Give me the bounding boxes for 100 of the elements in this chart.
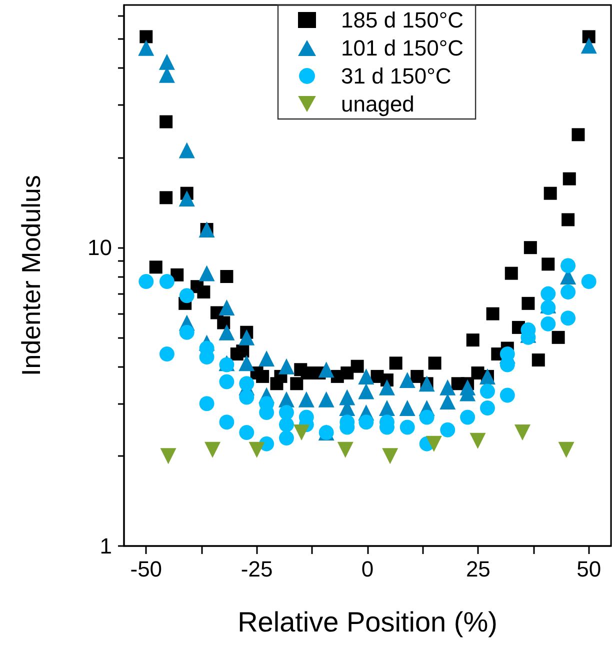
point (318, 362, 334, 378)
legend-label: 185 d 150°C (341, 8, 464, 32)
point (358, 383, 374, 400)
legend-label: 31 d 150°C (341, 64, 452, 88)
point (258, 350, 275, 366)
point (540, 316, 556, 332)
point (358, 368, 374, 384)
point (428, 356, 442, 370)
point (160, 115, 173, 128)
point (460, 410, 476, 425)
y-tick-label: 1 (100, 534, 112, 558)
point (522, 296, 535, 310)
point (159, 274, 174, 289)
point (218, 324, 235, 340)
point (219, 414, 234, 430)
x-tick-label: -25 (240, 556, 273, 582)
point (138, 40, 154, 56)
point (562, 172, 576, 186)
point (178, 142, 195, 158)
point (480, 400, 495, 416)
point (389, 356, 402, 370)
point (278, 405, 294, 420)
point (582, 30, 596, 44)
point (504, 266, 518, 280)
point (278, 417, 294, 432)
point (238, 355, 255, 372)
legend-label: 101 d 150°C (341, 36, 464, 60)
x-tick-label: 25 (466, 556, 490, 582)
point (540, 286, 556, 302)
point (540, 300, 556, 315)
legend-label: unaged (341, 92, 414, 116)
point (466, 334, 480, 347)
point (378, 400, 395, 416)
point (199, 396, 214, 412)
point (179, 324, 194, 340)
point (140, 30, 153, 44)
point (239, 425, 254, 440)
x-tick-label: 50 (576, 556, 602, 582)
point (236, 344, 250, 358)
point (290, 377, 304, 390)
point (500, 388, 515, 403)
point (278, 430, 294, 446)
point (179, 288, 194, 304)
point (218, 299, 235, 316)
point (220, 270, 234, 284)
point (558, 442, 574, 458)
x-tick-label: 0 (361, 556, 374, 582)
point (580, 38, 597, 54)
point (399, 372, 416, 388)
point (178, 190, 195, 207)
point (544, 186, 557, 200)
point (470, 432, 486, 449)
point (239, 376, 254, 392)
point (514, 424, 530, 441)
point (524, 241, 537, 254)
point (560, 310, 576, 326)
point (160, 191, 173, 204)
y-axis-title: Indenter Modulus (16, 175, 46, 376)
point (440, 422, 456, 438)
point (378, 379, 395, 396)
point (581, 274, 596, 289)
point (239, 390, 254, 405)
point (572, 128, 585, 142)
point (149, 260, 162, 274)
point (486, 307, 500, 320)
point (480, 384, 495, 399)
point (542, 258, 555, 271)
point (219, 374, 234, 390)
point (256, 370, 270, 383)
point (552, 330, 565, 344)
point (562, 213, 575, 226)
point (532, 354, 545, 367)
y-tick-label: 10 (88, 235, 112, 260)
point (204, 442, 221, 458)
point (440, 393, 456, 410)
point (159, 346, 174, 362)
point (399, 400, 416, 416)
point (340, 366, 354, 380)
point (337, 442, 354, 458)
point (138, 274, 154, 289)
point (350, 360, 364, 373)
point (358, 414, 374, 430)
point (440, 379, 456, 396)
point (160, 448, 176, 464)
point (198, 265, 215, 282)
point (278, 358, 294, 374)
point (217, 316, 230, 330)
point (318, 391, 334, 408)
point (400, 420, 415, 435)
point (197, 285, 210, 298)
point (426, 436, 442, 452)
point (158, 54, 175, 70)
point (382, 448, 398, 464)
point (248, 442, 265, 458)
point (560, 258, 576, 274)
x-axis-title: Relative Position (%) (238, 606, 498, 638)
point (238, 329, 255, 346)
point (298, 391, 314, 408)
point (560, 284, 576, 300)
point (294, 424, 310, 441)
